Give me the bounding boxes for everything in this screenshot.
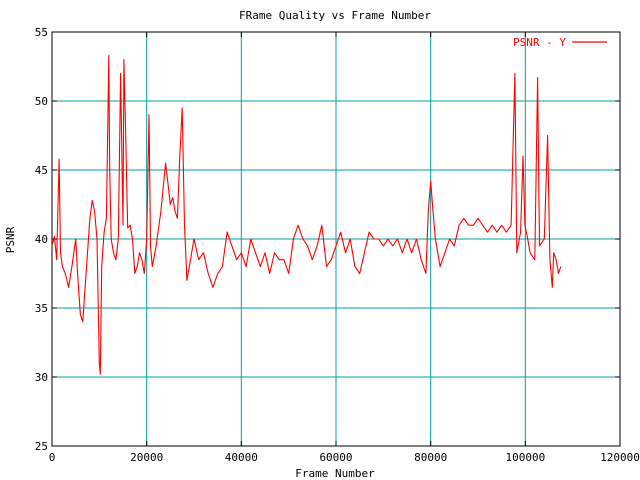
x-tick-label: 100000	[505, 451, 545, 464]
y-axis-label: PSNR	[4, 226, 17, 253]
legend: PSNR - Y	[513, 36, 607, 49]
x-tick-label: 120000	[600, 451, 640, 464]
y-tick-label: 55	[35, 26, 48, 39]
legend-label: PSNR - Y	[513, 36, 566, 49]
x-tick-label: 20000	[130, 451, 163, 464]
x-tick-label: 40000	[225, 451, 258, 464]
x-tick-label: 60000	[319, 451, 352, 464]
x-tick-label: 80000	[414, 451, 447, 464]
x-tick-label: 0	[49, 451, 56, 464]
chart-title: FRame Quality vs Frame Number	[239, 9, 431, 22]
y-tick-label: 35	[35, 302, 48, 315]
series-lines	[51, 54, 562, 375]
grid-lines	[52, 32, 620, 446]
y-tick-label: 50	[35, 95, 48, 108]
x-axis-label: Frame Number	[295, 467, 375, 480]
y-tick-label: 45	[35, 164, 48, 177]
y-tick-label: 40	[35, 233, 48, 246]
psnr-series-line	[51, 54, 562, 375]
y-tick-label: 30	[35, 371, 48, 384]
x-tick-labels: 0 20000 40000 60000 80000 100000 120000	[49, 451, 640, 464]
plot-border	[51, 31, 621, 447]
y-tick-label: 25	[35, 440, 48, 453]
y-tick-labels: 25 30 35 40 45 50 55	[35, 26, 48, 453]
axes	[51, 31, 621, 447]
